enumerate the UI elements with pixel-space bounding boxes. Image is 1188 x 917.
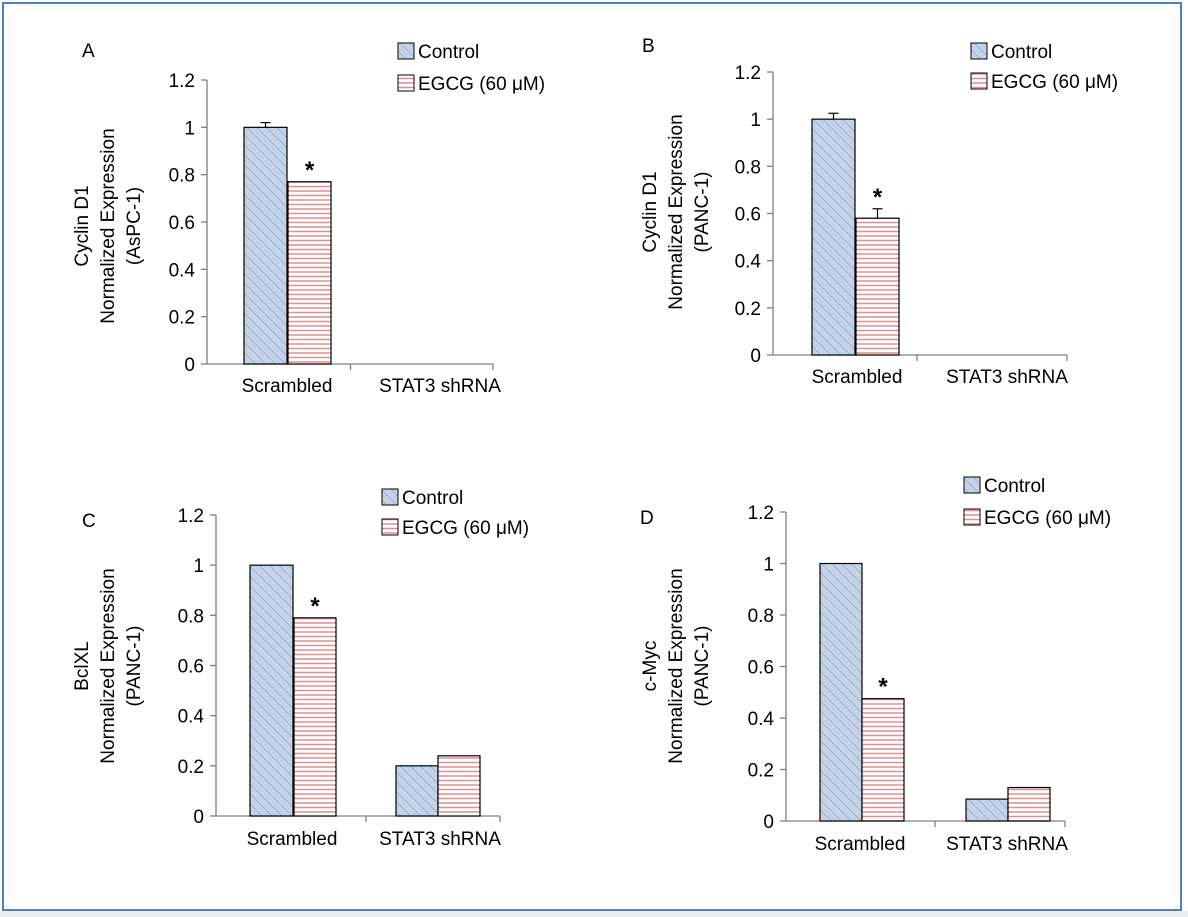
bar-egcg-scrambled: [861, 698, 905, 822]
legend-label-control: Control: [402, 488, 463, 509]
y-axis-title-line: c-Myc: [640, 641, 661, 692]
bar-control-scrambled: [811, 118, 856, 356]
bottom-strip: [0, 911, 1188, 917]
y-axis-title-line: (PANC-1): [692, 626, 713, 707]
y-tick-label: 0.8: [748, 606, 774, 627]
y-tick-label: 0.2: [735, 299, 761, 320]
chart-panel-b: B Cyclin D1 Normalized Expression (PANC-1) 0…: [640, 36, 1118, 388]
legend-swatch-control: [397, 42, 415, 60]
y-tick-label: 0.8: [169, 166, 195, 187]
x-category-label: STAT3 shRNA: [379, 376, 501, 397]
significance-star: *: [305, 157, 315, 184]
y-tick-label: 1: [184, 118, 195, 139]
y-tick-label: 0.4: [748, 709, 775, 730]
y-tick-label: 0.6: [178, 657, 204, 678]
legend-label-egcg: EGCG (60 μM): [991, 72, 1118, 93]
y-tick-label: 1.2: [735, 63, 761, 84]
y-tick-label: 1: [763, 555, 774, 576]
x-category-label: STAT3 shRNA: [946, 367, 1068, 388]
legend-swatch-control: [963, 476, 981, 494]
y-tick-label: 0.2: [748, 761, 774, 782]
y-tick-label: 0.6: [748, 658, 774, 679]
y-tick-label: 1: [750, 110, 761, 131]
y-tick-label: 0.8: [178, 606, 204, 627]
legend-swatch-egcg: [381, 518, 399, 536]
legend-label-control: Control: [984, 476, 1045, 497]
legend-swatch-control: [381, 488, 399, 506]
bar-egcg-scrambled: [287, 181, 332, 365]
x-category-label: Scrambled: [247, 829, 338, 850]
legend-label-egcg: EGCG (60 μM): [418, 74, 545, 95]
x-category-label: Scrambled: [242, 376, 333, 397]
y-tick-label: 0.8: [735, 157, 761, 178]
y-tick-label: 0.2: [169, 308, 195, 329]
chart-panel-a: A Cyclin D1 Normalized Expression (AsPC-1) 0…: [72, 41, 545, 397]
legend-label-control: Control: [991, 42, 1052, 63]
y-axis-title-line: (AsPC-1): [124, 187, 145, 265]
legend-label-egcg: EGCG (60 μM): [402, 518, 529, 539]
y-tick-label: 1.2: [748, 503, 774, 524]
significance-star: *: [873, 184, 883, 211]
bar-control-stat3-shrna: [965, 798, 1009, 822]
y-tick-label: 0.4: [169, 260, 196, 281]
y-tick-label: 1.2: [169, 71, 195, 92]
legend-swatch-egcg: [397, 74, 415, 92]
y-tick-label: 0.6: [735, 205, 761, 226]
y-axis-title-line: Cyclin D1: [72, 185, 93, 266]
significance-star: *: [878, 674, 888, 701]
y-tick-label: 1.2: [178, 506, 204, 527]
panel-label: C: [82, 511, 96, 532]
legend-swatch-control: [970, 42, 988, 60]
y-tick-label: 0.6: [169, 213, 195, 234]
y-tick-label: 0: [750, 346, 761, 367]
y-axis-title-line: Normalized Expression: [666, 114, 687, 309]
y-axis-title-line: Normalized Expression: [98, 568, 119, 763]
y-axis-title-line: BclXL: [72, 641, 93, 691]
y-axis-title-line: (PANC-1): [692, 172, 713, 253]
y-axis-title-line: Cyclin D1: [640, 171, 661, 252]
bar-control-scrambled: [249, 564, 294, 817]
y-axis-title-line: Normalized Expression: [98, 128, 119, 323]
legend-label-control: Control: [418, 42, 479, 63]
bar-egcg-stat3-shrna: [1007, 786, 1051, 822]
y-tick-label: 1: [193, 556, 204, 577]
legend-swatch-egcg: [963, 508, 981, 526]
chart-panel-d: Dc-Myc Normalized Expression (PANC-1) 0 0.2 0…: [640, 476, 1111, 855]
y-tick-label: 0: [763, 812, 774, 833]
legend-swatch-egcg: [970, 72, 988, 90]
bar-egcg-scrambled: [855, 217, 900, 356]
x-category-label: Scrambled: [812, 367, 903, 388]
x-category-label: STAT3 shRNA: [946, 834, 1068, 855]
y-tick-label: 0: [184, 355, 195, 376]
panel-label: B: [642, 36, 655, 57]
chart-panel-c: C BclXL Normalized Expression (PANC-1) 0 0.2 0…: [72, 488, 529, 850]
y-tick-label: 0.4: [178, 707, 205, 728]
bar-egcg-scrambled: [293, 617, 337, 817]
panel-label: A: [82, 41, 95, 62]
legend-label-egcg: EGCG (60 μM): [984, 508, 1111, 529]
bar-control-scrambled: [243, 126, 288, 365]
bar-control-stat3-shrna: [395, 765, 439, 817]
panel-label: D: [640, 508, 654, 529]
x-category-label: Scrambled: [815, 834, 906, 855]
significance-star: *: [310, 593, 320, 620]
bar-egcg-stat3-shrna: [437, 755, 481, 817]
x-category-label: STAT3 shRNA: [379, 829, 501, 850]
y-axis-title-line: Normalized Expression: [666, 568, 687, 763]
bar-control-scrambled: [819, 562, 863, 822]
y-tick-label: 0.4: [735, 252, 762, 273]
y-axis-title-line: (PANC-1): [124, 626, 145, 707]
y-tick-label: 0: [193, 807, 204, 828]
y-tick-label: 0.2: [178, 757, 204, 778]
